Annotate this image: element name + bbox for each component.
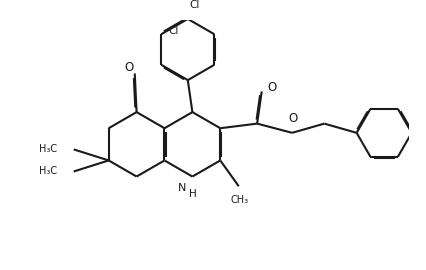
Text: H: H	[189, 188, 196, 198]
Text: N: N	[178, 183, 186, 193]
Text: Cl: Cl	[190, 0, 200, 10]
Text: O: O	[288, 112, 298, 124]
Text: O: O	[124, 61, 134, 75]
Text: H₃C: H₃C	[39, 144, 57, 154]
Text: H₃C: H₃C	[39, 167, 57, 177]
Text: Cl: Cl	[169, 26, 179, 36]
Text: CH₃: CH₃	[230, 194, 249, 204]
Text: O: O	[267, 81, 276, 94]
